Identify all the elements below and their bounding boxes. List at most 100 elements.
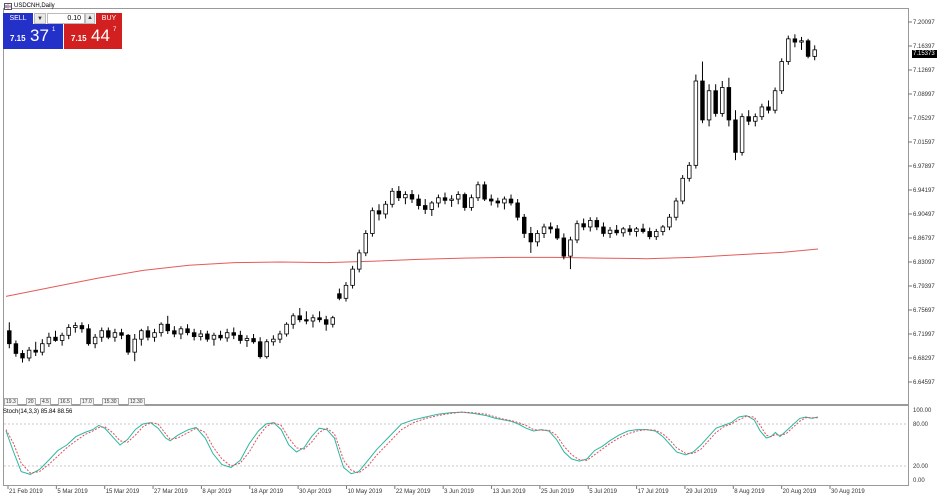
bear-candle bbox=[218, 334, 223, 339]
time-tick-label: 5 Jul 2019 bbox=[589, 489, 617, 495]
bull-candle bbox=[706, 90, 712, 121]
price-tick-label: 6.79397 bbox=[913, 284, 935, 290]
bear-candle bbox=[396, 190, 402, 199]
bear-candle bbox=[13, 343, 19, 354]
sell-label[interactable]: SELL bbox=[3, 13, 33, 24]
bear-candle bbox=[86, 328, 91, 345]
bull-candle bbox=[158, 323, 164, 334]
price-tick-label: 7.01597 bbox=[913, 140, 935, 146]
bull-candle bbox=[152, 332, 157, 338]
bear-candle bbox=[165, 323, 170, 332]
bear-candle bbox=[495, 200, 501, 204]
buy-button[interactable]: 7.15 44 7 bbox=[64, 24, 122, 49]
bear-candle bbox=[7, 330, 12, 345]
stoch-tick-label: 80.00 bbox=[913, 422, 929, 428]
bull-candle bbox=[211, 334, 217, 340]
time-tick-label: 3 Jun 2019 bbox=[444, 489, 474, 495]
bear-candle bbox=[304, 319, 309, 322]
bear-candle bbox=[337, 293, 342, 299]
bull-candle bbox=[759, 106, 765, 118]
stoch-window-border bbox=[3, 405, 909, 486]
bear-candle bbox=[555, 228, 560, 239]
bull-candle bbox=[449, 198, 454, 201]
volume-input[interactable]: 0.10 bbox=[47, 13, 85, 24]
bear-candle bbox=[185, 328, 190, 334]
bull-candle bbox=[356, 252, 362, 270]
bull-candle bbox=[26, 349, 32, 359]
bull-candle bbox=[753, 116, 758, 122]
bull-candle bbox=[634, 228, 639, 232]
bear-candle bbox=[581, 223, 586, 228]
bull-candle bbox=[343, 284, 349, 299]
bull-candle bbox=[389, 190, 395, 205]
price-tick-label: 6.75697 bbox=[913, 308, 935, 314]
bull-candle bbox=[66, 327, 71, 336]
bull-candle bbox=[46, 336, 52, 345]
chevron-down-icon[interactable]: ▼ bbox=[34, 13, 46, 24]
current-price-tag: 7.15373 bbox=[912, 50, 937, 58]
bull-candle bbox=[739, 116, 745, 153]
bear-candle bbox=[594, 220, 600, 228]
bull-candle bbox=[469, 197, 474, 208]
stoch-signal-line bbox=[5, 411, 818, 474]
bear-candle bbox=[482, 184, 487, 200]
bear-candle bbox=[205, 333, 210, 340]
bull-candle bbox=[455, 194, 461, 200]
bull-candle bbox=[436, 197, 441, 204]
time-tick-label: 30 Apr 2019 bbox=[299, 489, 332, 495]
bull-candle bbox=[112, 332, 118, 338]
bull-candle bbox=[178, 328, 184, 335]
buy-price-big: 44 bbox=[91, 26, 110, 45]
time-tick-label: 25 Jun 2019 bbox=[541, 489, 575, 495]
price-tick-label: 6.64597 bbox=[913, 380, 935, 386]
bull-candle bbox=[59, 334, 65, 341]
timeline-box: 4.5 bbox=[40, 398, 51, 406]
time-tick-label: 30 Aug 2019 bbox=[831, 489, 865, 495]
moving-average-line bbox=[5, 248, 819, 297]
bull-candle bbox=[277, 333, 283, 340]
bull-candle bbox=[541, 226, 547, 234]
price-tick-label: 6.68297 bbox=[913, 356, 935, 362]
bear-candle bbox=[601, 226, 606, 234]
bear-candle bbox=[766, 106, 771, 111]
bull-candle bbox=[535, 233, 540, 243]
bull-candle bbox=[812, 49, 817, 57]
bear-candle bbox=[522, 216, 527, 234]
price-tick-label: 6.94197 bbox=[913, 188, 935, 194]
bear-candle bbox=[172, 330, 177, 335]
chevron-up-icon[interactable]: ▲ bbox=[85, 13, 95, 24]
sell-button[interactable]: 7.15 37 1 bbox=[3, 24, 63, 49]
price-tick-label: 6.71997 bbox=[913, 332, 935, 338]
bear-candle bbox=[376, 210, 382, 215]
bull-candle bbox=[244, 338, 250, 341]
bull-candle bbox=[132, 338, 137, 353]
buy-label[interactable]: BUY bbox=[96, 13, 122, 24]
bear-candle bbox=[33, 349, 38, 353]
bear-candle bbox=[231, 332, 236, 336]
stoch-title: Stoch(14,3,3) 85.84 88.56 bbox=[3, 409, 73, 415]
bear-candle bbox=[528, 233, 534, 243]
bear-candle bbox=[191, 332, 197, 337]
time-tick-label: 20 Aug 2019 bbox=[783, 489, 817, 495]
bear-candle bbox=[79, 325, 85, 330]
bear-candle bbox=[489, 198, 494, 202]
price-tick-label: 7.05297 bbox=[913, 116, 935, 122]
bull-candle bbox=[198, 333, 203, 337]
stoch-main-line bbox=[5, 411, 819, 475]
bull-candle bbox=[271, 338, 276, 343]
bull-candle bbox=[660, 226, 666, 232]
bear-candle bbox=[713, 90, 718, 114]
bear-candle bbox=[119, 332, 124, 336]
bear-candle bbox=[548, 226, 553, 230]
bear-candle bbox=[508, 198, 514, 204]
price-axis: 7.20097 7.16397 7.12697 7.08997 7.05297 7.015… bbox=[908, 20, 935, 386]
bull-candle bbox=[680, 177, 685, 202]
stoch-tick-label: 20.00 bbox=[913, 464, 929, 470]
bull-candle bbox=[786, 38, 791, 62]
bull-candle bbox=[40, 343, 45, 353]
price-tick-label: 6.90497 bbox=[913, 212, 935, 218]
bull-candle bbox=[772, 90, 778, 111]
bull-candle bbox=[654, 231, 659, 238]
